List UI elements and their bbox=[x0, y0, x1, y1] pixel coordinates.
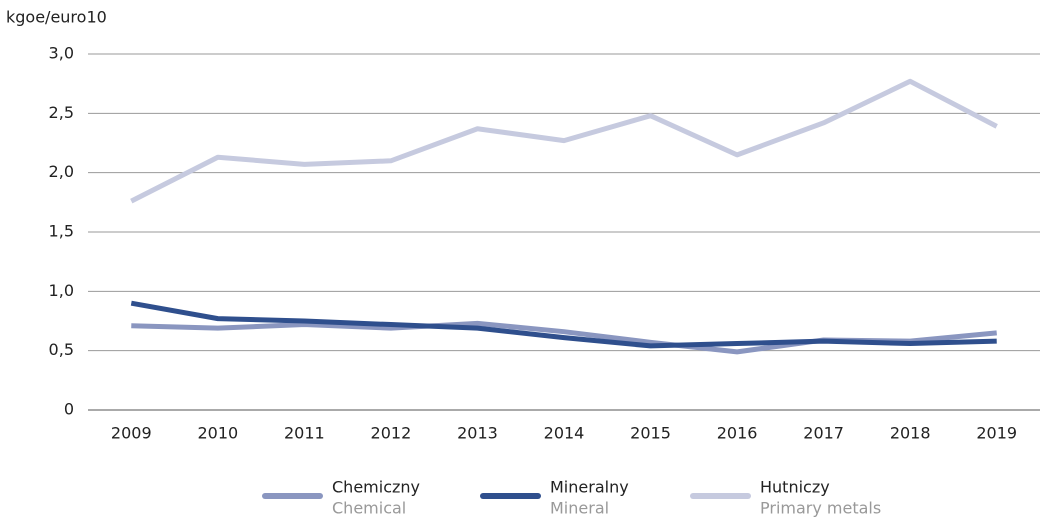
x-tick-label: 2011 bbox=[284, 424, 325, 443]
x-tick-label: 2014 bbox=[544, 424, 585, 443]
y-axis-label: kgoe/euro10 bbox=[6, 8, 107, 27]
x-tick-label: 2009 bbox=[111, 424, 152, 443]
legend-label: Mineralny bbox=[550, 478, 629, 497]
series-line bbox=[130, 78, 998, 204]
y-tick-label: 0,5 bbox=[49, 340, 74, 359]
x-tick-label: 2012 bbox=[371, 424, 412, 443]
x-tick-label: 2010 bbox=[197, 424, 238, 443]
y-tick-label: 1,0 bbox=[49, 281, 74, 300]
legend-label-en: Primary metals bbox=[760, 499, 881, 518]
legend-label-en: Mineral bbox=[550, 499, 609, 518]
y-tick-label: 2,0 bbox=[49, 162, 74, 181]
x-tick-label: 2016 bbox=[717, 424, 758, 443]
x-tick-label: 2015 bbox=[630, 424, 671, 443]
y-tick-label: 0 bbox=[64, 400, 74, 419]
legend-label-en: Chemical bbox=[332, 499, 406, 518]
y-tick-label: 2,5 bbox=[49, 103, 74, 122]
x-tick-label: 2013 bbox=[457, 424, 498, 443]
legend-label: Chemiczny bbox=[332, 478, 420, 497]
legend-label: Hutniczy bbox=[760, 478, 830, 497]
y-tick-label: 1,5 bbox=[49, 222, 74, 241]
series-line bbox=[130, 300, 997, 349]
y-tick-label: 3,0 bbox=[49, 44, 74, 63]
x-tick-label: 2018 bbox=[890, 424, 931, 443]
x-tick-label: 2017 bbox=[803, 424, 844, 443]
x-tick-label: 2019 bbox=[976, 424, 1017, 443]
